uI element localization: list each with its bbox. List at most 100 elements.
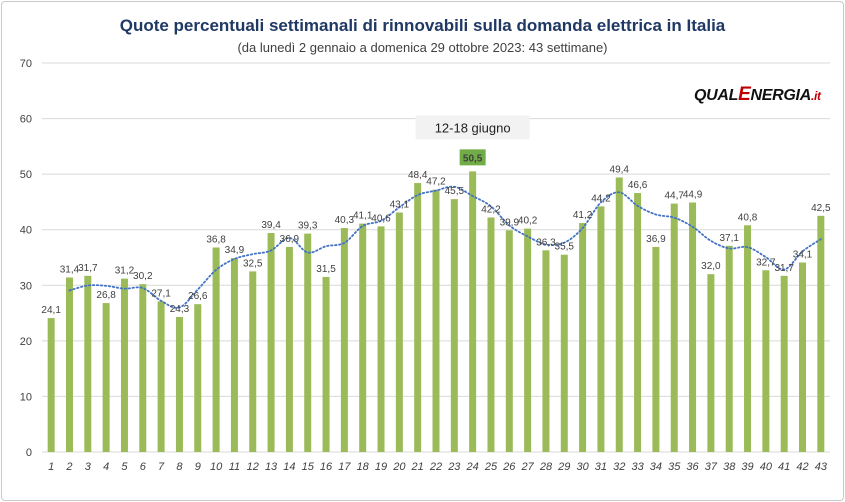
data-label: 47,2 xyxy=(426,177,446,188)
bar xyxy=(469,171,477,452)
data-label: 39,4 xyxy=(261,220,281,231)
data-label: 32,5 xyxy=(243,258,263,269)
data-label: 36,9 xyxy=(646,234,666,245)
highlight-data-label: 50,5 xyxy=(463,153,483,164)
y-tick-label: 10 xyxy=(20,391,32,403)
bar xyxy=(707,274,715,452)
x-tick-label: 27 xyxy=(521,461,535,473)
x-tick-label: 16 xyxy=(320,461,333,473)
data-label: 36,9 xyxy=(280,234,300,245)
bar xyxy=(249,271,257,452)
data-label: 43,1 xyxy=(390,199,410,210)
data-label: 34,1 xyxy=(793,250,813,261)
y-tick-label: 50 xyxy=(20,169,32,181)
x-tick-label: 34 xyxy=(650,461,662,473)
bar xyxy=(450,199,458,452)
x-tick-label: 37 xyxy=(705,461,718,473)
bar xyxy=(487,217,495,452)
data-label: 37,1 xyxy=(719,233,739,244)
bar xyxy=(579,223,587,452)
data-label: 31,4 xyxy=(60,265,80,276)
x-tick-label: 18 xyxy=(357,461,370,473)
data-label: 36,8 xyxy=(206,234,226,245)
data-label: 35,5 xyxy=(555,242,575,253)
x-tick-label: 21 xyxy=(411,461,424,473)
x-tick-label: 13 xyxy=(265,461,278,473)
x-tick-label: 26 xyxy=(502,461,516,473)
bar xyxy=(395,212,403,452)
x-tick-label: 30 xyxy=(576,461,589,473)
y-tick-label: 60 xyxy=(20,114,32,126)
qualenergia-logo: QUALENERGIA.it xyxy=(694,84,821,105)
bar xyxy=(744,225,752,452)
data-label: 41,1 xyxy=(353,211,373,222)
data-label: 40,3 xyxy=(335,215,355,226)
x-tick-label: 32 xyxy=(613,461,625,473)
bar xyxy=(175,316,183,452)
data-label: 39,9 xyxy=(500,217,520,228)
bar xyxy=(432,189,440,452)
bar xyxy=(157,301,165,452)
bar xyxy=(542,250,550,452)
x-tick-label: 4 xyxy=(103,461,109,473)
x-tick-label: 25 xyxy=(484,461,498,473)
bar xyxy=(285,246,293,452)
x-tick-label: 9 xyxy=(195,461,201,473)
data-label: 36,3 xyxy=(536,237,556,248)
bar xyxy=(817,215,825,452)
x-tick-label: 28 xyxy=(539,461,553,473)
bar xyxy=(120,278,128,452)
bar xyxy=(780,275,788,452)
bar xyxy=(65,277,73,452)
x-tick-label: 43 xyxy=(815,461,828,473)
bar xyxy=(799,262,807,452)
x-tick-label: 17 xyxy=(338,461,351,473)
chart-subtitle: (da lunedì 2 gennaio a domenica 29 ottob… xyxy=(237,40,608,55)
data-label: 40,8 xyxy=(738,212,758,223)
x-tick-label: 41 xyxy=(778,461,790,473)
data-label: 34,9 xyxy=(225,245,245,256)
y-tick-label: 70 xyxy=(20,58,32,70)
y-tick-label: 20 xyxy=(20,336,32,348)
x-tick-label: 8 xyxy=(176,461,183,473)
x-tick-label: 12 xyxy=(247,461,259,473)
data-label: 44,7 xyxy=(664,191,684,202)
x-tick-label: 29 xyxy=(557,461,570,473)
data-label: 45,5 xyxy=(445,186,465,197)
x-tick-label: 5 xyxy=(121,461,128,473)
data-label: 46,6 xyxy=(628,180,648,191)
y-tick-label: 30 xyxy=(20,280,32,292)
chart-title: Quote percentuali settimanali di rinnova… xyxy=(119,16,726,35)
x-tick-label: 6 xyxy=(140,461,147,473)
bar xyxy=(322,276,330,452)
data-label: 27,1 xyxy=(151,288,171,299)
x-tick-label: 24 xyxy=(466,461,479,473)
x-tick-label: 22 xyxy=(429,461,442,473)
y-tick-label: 40 xyxy=(20,225,32,237)
trend-line xyxy=(68,185,822,309)
callout-label: 12-18 giugno xyxy=(435,120,511,135)
data-label: 32,7 xyxy=(756,257,776,268)
data-label: 49,4 xyxy=(610,164,630,175)
data-label: 31,7 xyxy=(78,263,98,274)
x-tick-label: 7 xyxy=(158,461,165,473)
x-tick-label: 36 xyxy=(686,461,699,473)
bar xyxy=(615,177,623,452)
data-label: 24,1 xyxy=(41,305,61,316)
data-label: 40,2 xyxy=(518,216,538,227)
bar xyxy=(194,304,202,452)
data-label: 30,2 xyxy=(133,271,153,282)
bar xyxy=(725,245,733,452)
bar xyxy=(689,202,697,452)
x-tick-label: 14 xyxy=(283,461,295,473)
x-tick-label: 23 xyxy=(447,461,461,473)
bar xyxy=(139,284,147,452)
x-tick-label: 2 xyxy=(65,461,72,473)
bar xyxy=(267,233,275,452)
bar xyxy=(47,318,55,452)
bar xyxy=(505,230,513,452)
x-tick-label: 15 xyxy=(302,461,315,473)
bar xyxy=(359,223,367,452)
x-tick-label: 40 xyxy=(760,461,773,473)
